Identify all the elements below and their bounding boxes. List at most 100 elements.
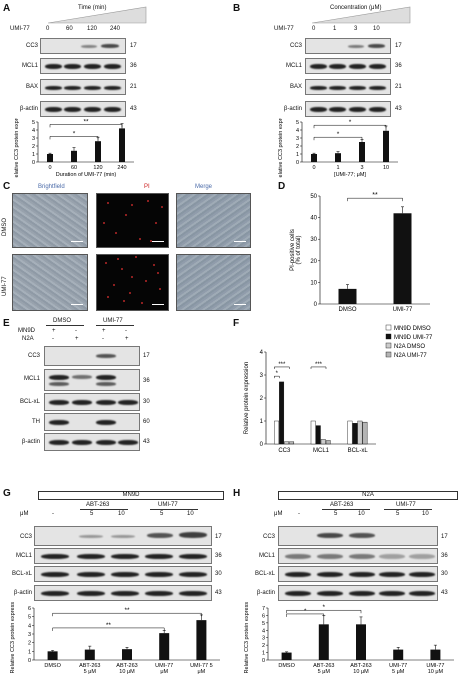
pi-positive-cell [139, 238, 141, 240]
bar [47, 154, 53, 162]
row-h-bclxl: BCL-xL [254, 571, 275, 577]
row-g-bclxl: BCL-xL [11, 571, 32, 577]
y-tick-label: 0 [262, 658, 265, 664]
col-pi: PI [144, 184, 150, 190]
blot-g-mcl1 [34, 548, 212, 564]
y-tick-label: 4 [28, 623, 31, 629]
mw-b-bactin: 43 [395, 106, 402, 112]
x-tick-label: 10 μM [119, 669, 135, 675]
x-tick-label: ABT-263 [350, 663, 371, 669]
row-e-th: TH [32, 419, 40, 425]
blot-b-bax [305, 79, 391, 95]
row-h-bactin: β-actin [256, 590, 275, 596]
pi-positive-cell [123, 300, 125, 302]
bar [119, 128, 125, 162]
blot-mcl1 [40, 58, 126, 74]
conc-gradient-triangle [312, 6, 411, 24]
panel-label-g: G [3, 488, 11, 499]
blot-bax [40, 79, 126, 95]
pi-positive-cell [125, 214, 127, 216]
blot-g-bclxl [34, 566, 212, 582]
pi-positive-cell [117, 258, 119, 260]
dose-g-2: 10 [118, 511, 125, 517]
mn9d-dmso-plus: + [52, 328, 56, 334]
y-tick-label: 4 [296, 128, 299, 134]
sig-bracket [49, 136, 99, 140]
sig-bracket [274, 366, 290, 369]
col-merge: Merge [195, 184, 213, 190]
pi-positive-cell [159, 288, 161, 290]
x-tick-label: CC3 [278, 448, 291, 454]
panel-label-b: B [233, 3, 241, 14]
bar [274, 420, 280, 445]
bar [122, 649, 132, 660]
bar [393, 649, 404, 660]
bar [393, 213, 412, 304]
sig-marker: ** [124, 607, 130, 614]
y-axis-label-2: (% of total) [296, 235, 302, 264]
x-tick-label: UMI-77 [393, 307, 413, 313]
x-tick-label: 240 [117, 165, 126, 171]
sig-bracket [52, 627, 165, 631]
sig-bracket [274, 375, 280, 379]
y-axis-label: Relative CC3 protein expression [244, 602, 250, 673]
mw-e-bclxl: 30 [143, 399, 150, 405]
y-tick-label: 2 [296, 144, 299, 150]
img-umi77-pi [96, 254, 169, 311]
pi-positive-cell [135, 256, 137, 258]
y-tick-label: 0 [32, 160, 35, 166]
row-h-mcl1: MCL1 [258, 553, 275, 559]
sig-bracket [49, 124, 123, 128]
row-e-cc3: CC3 [27, 353, 40, 359]
bar [325, 440, 331, 445]
bar [357, 420, 363, 445]
y-tick-label: 1 [260, 419, 264, 425]
dose-h-3: 5 [396, 511, 400, 517]
bar [196, 620, 207, 660]
row-b-bactin: β-actin [283, 106, 302, 112]
n2a-dmso-mn9d-minus: - [52, 336, 54, 342]
y-tick-label: 20 [310, 259, 317, 265]
x-tick-label: ABT-263 [313, 663, 334, 669]
pi-positive-cell [161, 206, 163, 208]
bar [383, 130, 389, 162]
mw-bax: 21 [130, 84, 137, 90]
panel-label-h: H [233, 488, 241, 499]
sig-marker: ** [83, 118, 89, 125]
dose-h-2: 10 [358, 511, 365, 517]
y-tick-label: 40 [310, 216, 317, 222]
blot-e-th [44, 413, 140, 431]
x-tick-label: MCL1 [313, 448, 330, 454]
lane-b-0: 0 [312, 26, 316, 32]
conc-header: Concentration (μM) [330, 5, 382, 11]
unit-h: μM [274, 511, 283, 517]
mw-b-mcl1: 36 [395, 63, 402, 69]
y-tick-label: 5 [262, 621, 265, 627]
img-umi77-brightfield [12, 254, 88, 311]
bar [47, 651, 58, 660]
dose-g-3: 5 [160, 511, 164, 517]
bar [356, 624, 366, 660]
sig-bracket [310, 366, 327, 369]
blot-b-bactin [305, 101, 391, 117]
pi-positive-cell [150, 240, 152, 242]
legend-label: N2A DMSO [394, 344, 425, 350]
row-cc3: CC3 [25, 43, 38, 49]
mw-h-bactin: 43 [441, 590, 448, 596]
lane-240: 240 [110, 26, 121, 32]
sig-marker: * [276, 371, 279, 377]
umi77-label-b: UMI-77 [274, 26, 294, 32]
legend-swatch [385, 351, 392, 358]
lane-b-10: 10 [373, 26, 380, 32]
x-tick-label: 10 μM [428, 669, 444, 675]
pi-positive-cell [141, 302, 143, 304]
y-axis-label: Relative protein expression [244, 362, 250, 434]
blot-h-cc3 [278, 526, 438, 546]
dose-h-4: 10 [422, 511, 429, 517]
pi-positive-cell [107, 296, 109, 298]
chart-b: 0 1 2 3 4 5 0 1 3 10 Relative CC3 protein expressi… [278, 118, 398, 178]
row-e-bclxl: BCL-xL [19, 399, 40, 405]
legend-swatch [385, 324, 392, 331]
x-tick-label: 10 [383, 165, 389, 171]
